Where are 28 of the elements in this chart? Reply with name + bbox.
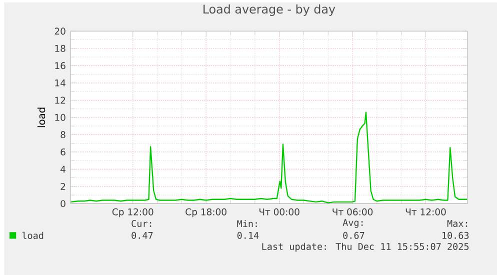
text: 0.67 [343,232,364,239]
text: 0.47 [132,232,153,239]
y-tick-label: 6 [60,148,66,156]
x-tick-label: Ср 18:00 [186,208,226,218]
y-tick-label: 0 [60,200,66,208]
y-tick-label: 18 [55,44,66,52]
text: Min: [237,220,257,228]
y-tick-label: 16 [55,62,66,70]
text: Max: [447,220,468,227]
text: Cur: [132,220,152,227]
y-tick-label: 2 [60,182,66,190]
y-tick-label: 20 [54,28,66,35]
x-tick-label: Ср 12:00 [112,208,154,218]
x-tick-label: Чт 00:00 [259,208,300,216]
chart-title: Load average - by day [204,4,336,16]
y-tick-label: 4 [60,166,66,173]
text: Avg: [342,219,363,228]
legend-label: load [22,232,44,239]
y-tick-label: 10 [55,114,66,121]
y-tick-label: 8 [60,131,66,138]
y-tick-label: 12 [55,96,66,104]
x-tick-label: Чт 12:00 [406,208,446,216]
y-tick-label: 14 [55,80,66,86]
text: Last update: Thu Dec 11 15:55:07 2025 [262,242,469,252]
text: 10.63 [442,232,469,239]
y-axis-title: load [37,108,46,128]
text: 0.14 [237,232,259,239]
x-tick-label: Чт 06:00 [332,208,373,216]
